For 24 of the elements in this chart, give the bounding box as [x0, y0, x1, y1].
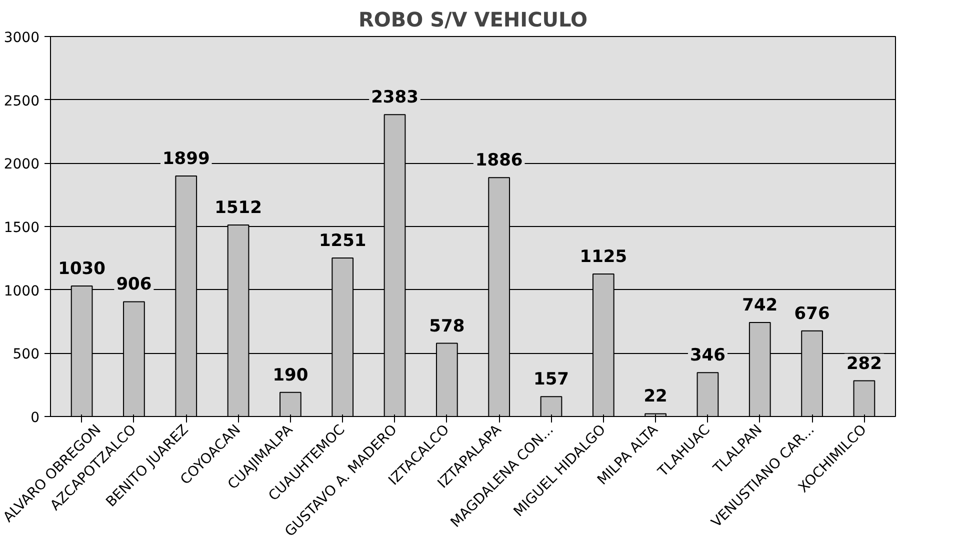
data-label: 676	[794, 304, 830, 324]
y-tick-label: 500	[12, 346, 40, 363]
data-label: 2383	[371, 88, 418, 108]
data-label: 1512	[214, 198, 262, 218]
y-tick-label: 2000	[4, 156, 40, 173]
data-label: 1125	[580, 247, 628, 267]
data-label: 906	[116, 274, 152, 295]
data-label: 1899	[162, 148, 210, 169]
data-label: 1030	[58, 259, 106, 280]
data-label: 282	[846, 354, 882, 374]
data-label: 1886	[475, 150, 523, 171]
y-tick-label: 3000	[4, 30, 40, 46]
data-label: 157	[534, 370, 569, 390]
data-label: 22	[644, 386, 668, 407]
data-label: 578	[429, 316, 465, 336]
y-tick-label: 1000	[4, 283, 40, 300]
chart-title: ROBO S/V VEHICULO	[358, 8, 588, 32]
y-tick-label: 2500	[4, 93, 40, 110]
y-tick-label: 0	[30, 410, 40, 426]
y-tick-label: 1500	[4, 220, 40, 236]
data-label: 1251	[318, 231, 366, 252]
data-label: 190	[272, 365, 308, 386]
data-label: 346	[690, 346, 726, 366]
data-label: 742	[742, 296, 778, 316]
